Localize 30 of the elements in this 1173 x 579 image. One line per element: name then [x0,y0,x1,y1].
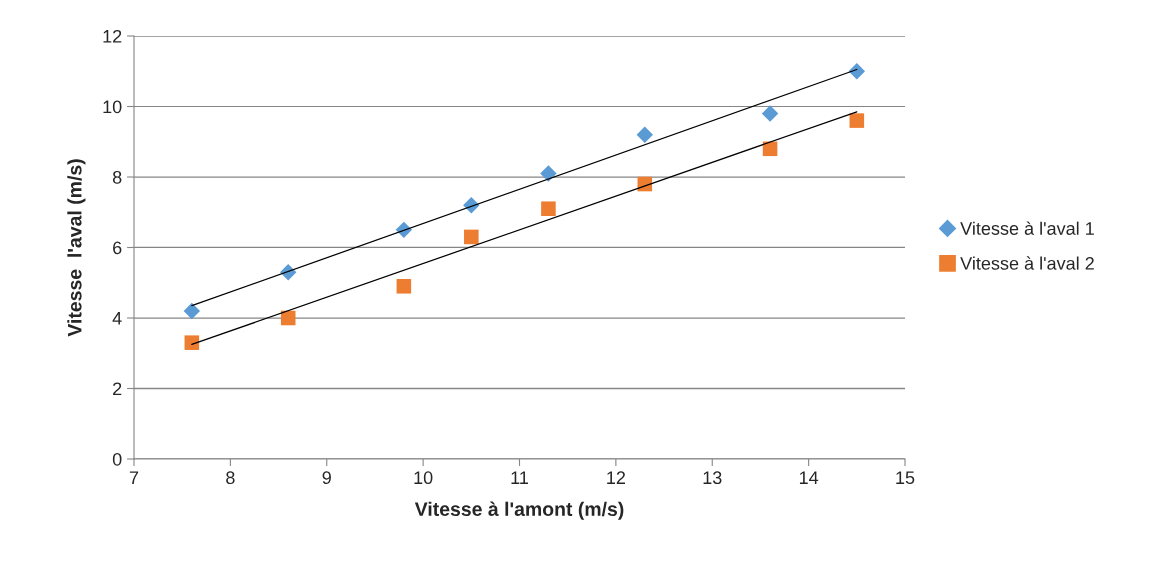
x-tick-label: 10 [414,471,433,485]
x-tick-label: 12 [607,471,626,484]
y-tick-label: 2 [113,382,122,396]
y-axis-title: Vitesse l'aval (m/s) [67,159,86,337]
point [848,63,866,80]
x-axis-title: Vitesse à l'amont (m/s) [414,501,624,520]
x-tick-label: 13 [703,471,722,485]
x-tick-label: 14 [799,471,819,484]
x-tick-label: 15 [896,471,915,485]
x-tick-label: 7 [129,471,139,484]
point [541,201,556,217]
point [183,302,201,320]
y-tick-label: 8 [112,170,122,184]
point [184,335,200,350]
point [396,278,412,294]
x-tick-label: 11 [511,471,528,484]
y-tick-label: 12 [103,29,122,43]
point [761,105,779,122]
point [464,229,479,245]
point [849,113,865,128]
point [636,126,653,143]
y-tick-label: 6 [113,241,122,255]
x-tick-label: 9 [322,471,331,485]
y-tick-label: 10 [103,100,122,114]
legend-label: Vitesse à l'aval 1 [960,221,1094,235]
point [540,165,557,182]
y-tick-label: 0 [112,452,122,466]
legend-label: Vitesse à l'aval 2 [960,256,1094,270]
y-tick-label: 4 [112,312,122,325]
x-tick-label: 8 [226,471,235,485]
